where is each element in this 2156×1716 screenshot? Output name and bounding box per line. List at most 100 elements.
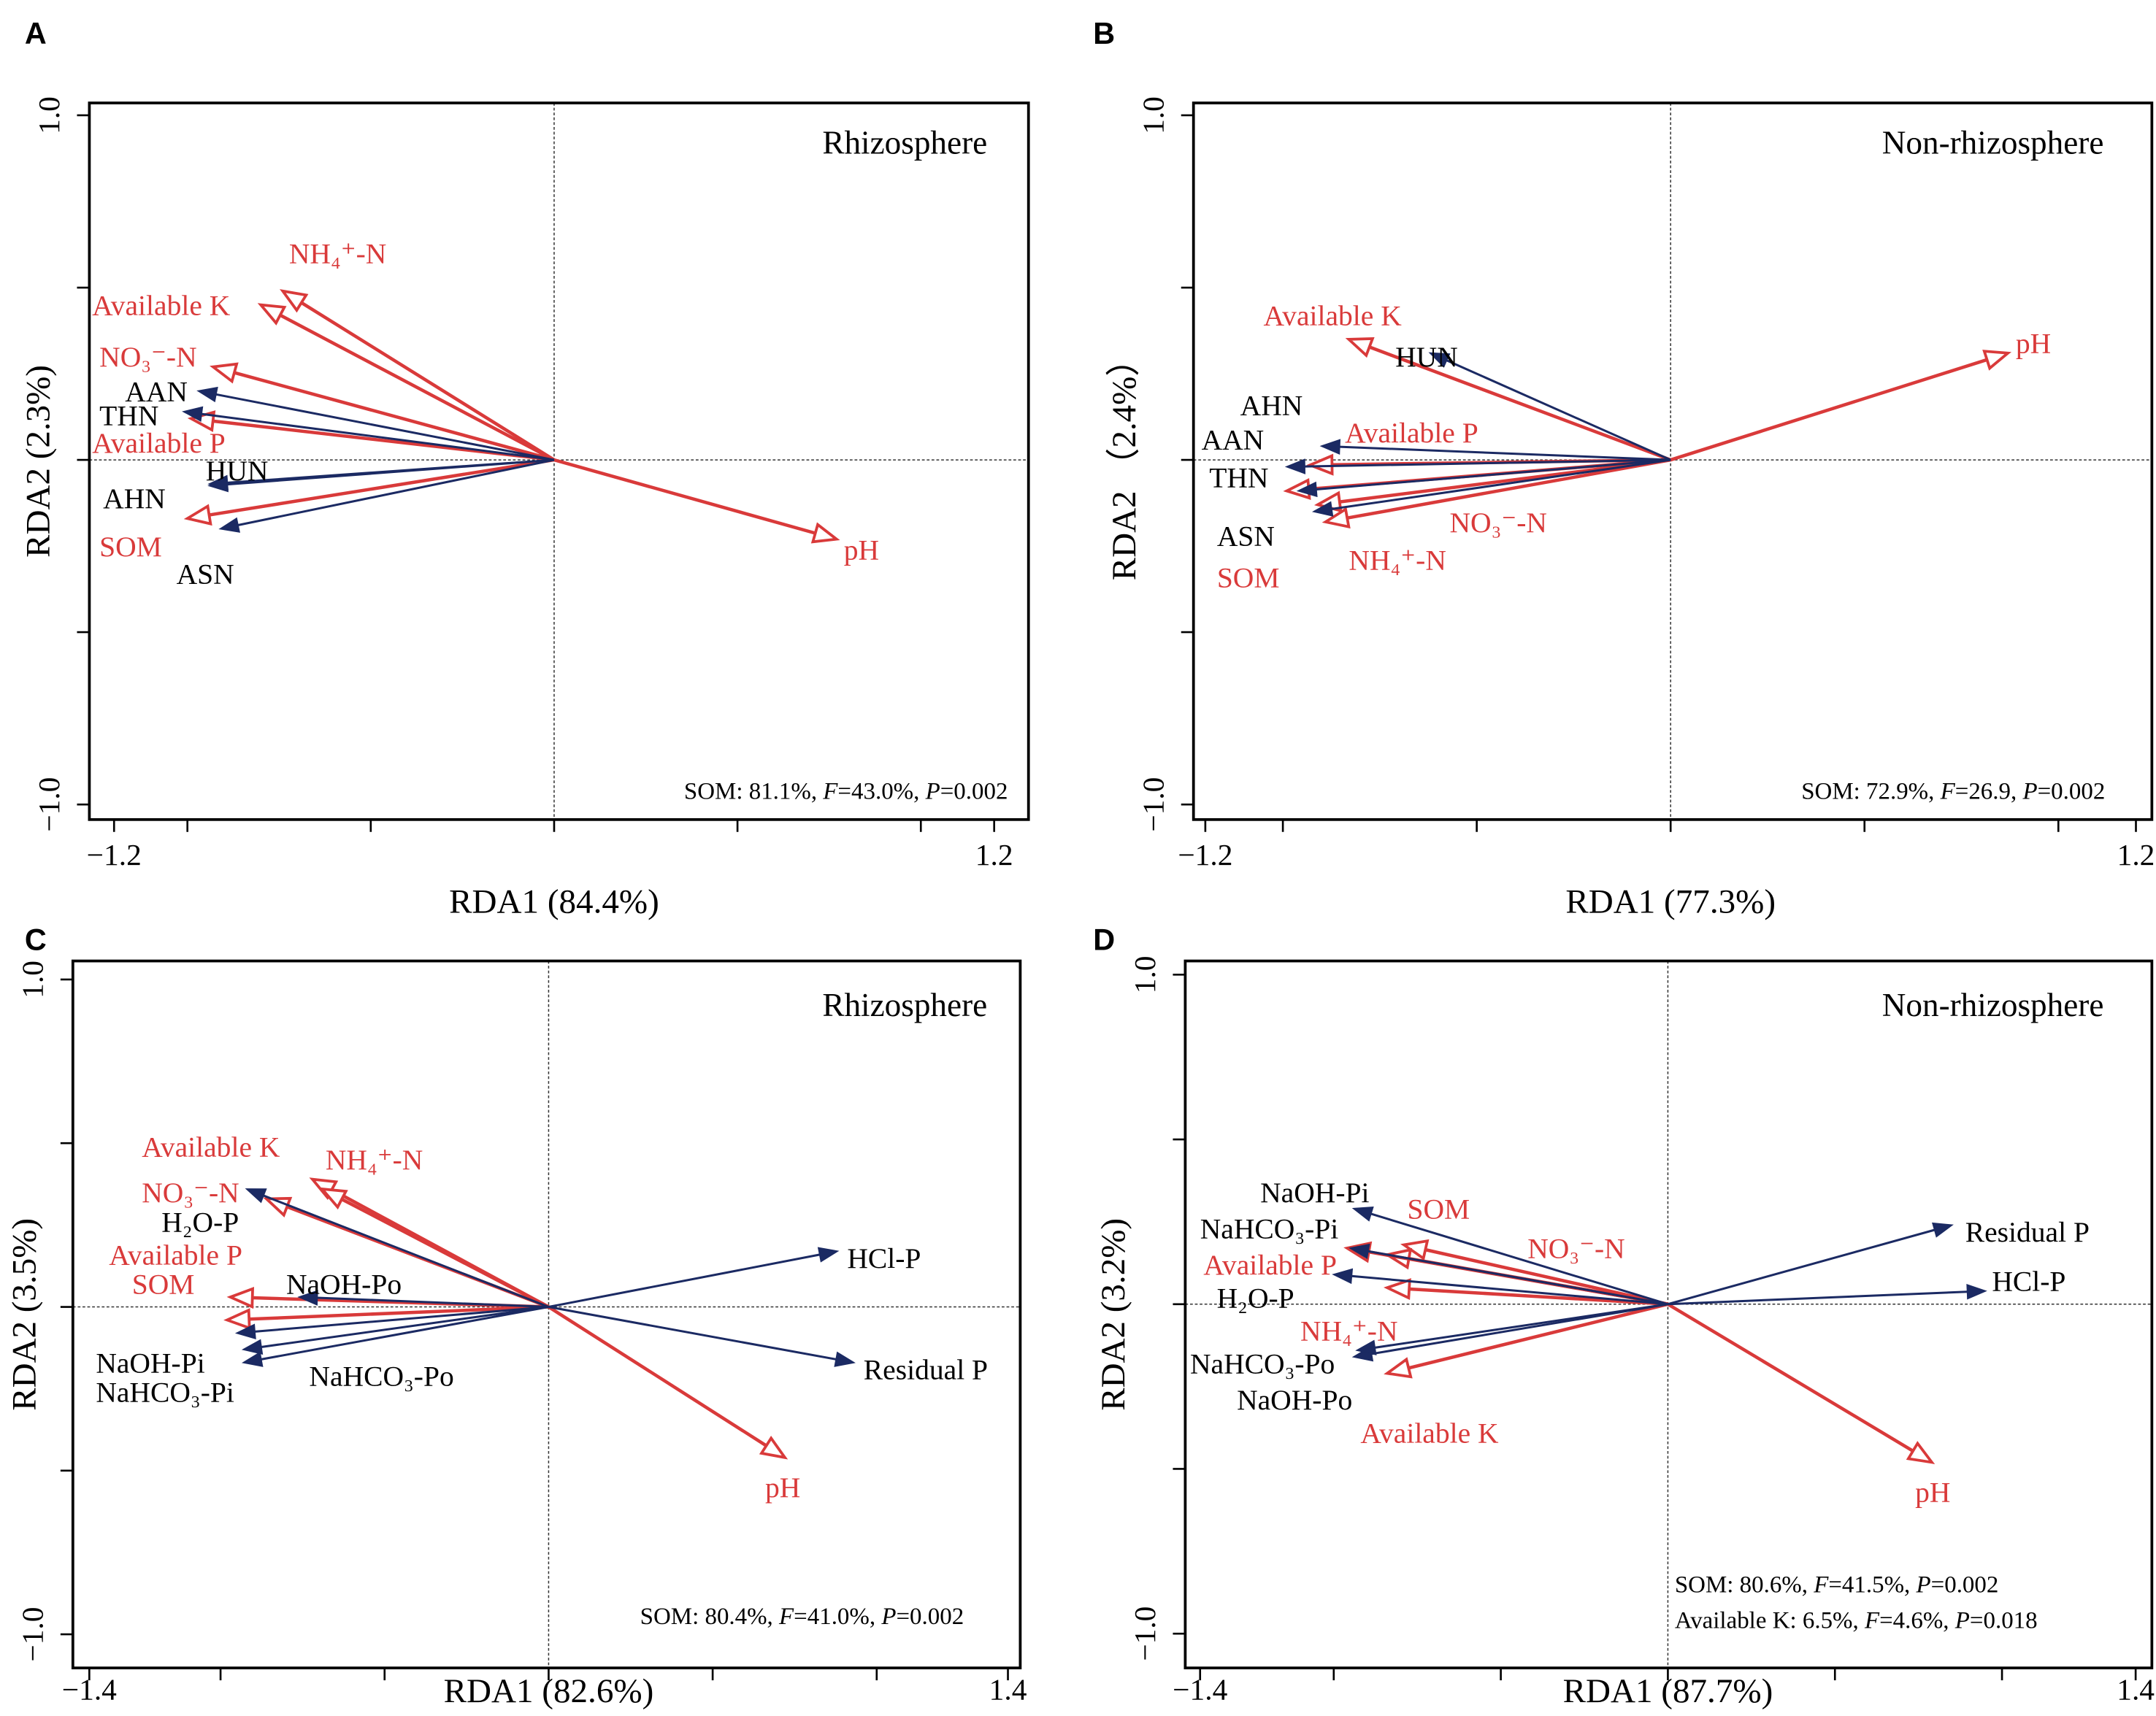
panel-c: C −1.4 1.4 −1.0 1.0 RDA1 (82.6%) RDA2 (3.5%) Rh… bbox=[5, 923, 1027, 1711]
y-tick-label: 1.0 bbox=[32, 96, 66, 134]
vector-line bbox=[1668, 1228, 1936, 1306]
env-vector-ph: pH bbox=[1670, 327, 2051, 462]
env-vector-ph: pH bbox=[553, 458, 879, 566]
panel-title: Rhizosphere bbox=[822, 125, 987, 161]
vector-label: HCl-P bbox=[1992, 1266, 2065, 1298]
panel-letter: D bbox=[1093, 923, 1115, 957]
env-vector-available-p: Available P bbox=[92, 410, 555, 462]
response-vector-asn: ASN bbox=[177, 458, 555, 590]
y-tick-label: 1.0 bbox=[1128, 956, 1162, 994]
env-vector-ph: pH bbox=[548, 1305, 800, 1504]
vector-label: NaHCO₃-Po bbox=[309, 1360, 453, 1392]
vector-label: AAN bbox=[1202, 424, 1265, 456]
arrow-head-icon bbox=[1932, 1222, 1954, 1238]
response-vector-naoh-pi: NaOH-Pi bbox=[96, 1306, 549, 1379]
response-vector-nahco-pi: NaHCO₃-Pi bbox=[1200, 1213, 1668, 1306]
arrow-head-icon bbox=[810, 522, 840, 544]
env-vector-nh-n: NH₄⁺-N bbox=[280, 238, 556, 461]
x-tick-label: 1.4 bbox=[989, 1672, 1027, 1706]
arrow-head-icon bbox=[207, 476, 229, 493]
arrow-head-icon bbox=[834, 1351, 856, 1367]
plot-frame bbox=[88, 101, 1030, 821]
arrow-head-icon bbox=[196, 386, 218, 403]
env-vector-available-k: Available K bbox=[1360, 1302, 1668, 1449]
x-tick-label: −1.4 bbox=[62, 1672, 117, 1706]
panel-title: Non-rhizosphere bbox=[1882, 987, 2104, 1023]
vector-line bbox=[1346, 458, 1671, 520]
panel-title: Non-rhizosphere bbox=[1882, 125, 2104, 161]
vector-line bbox=[209, 458, 555, 517]
vector-label: THN bbox=[99, 399, 158, 431]
arrow-head-icon bbox=[226, 1287, 255, 1309]
vector-line bbox=[1304, 458, 1671, 468]
arrow-head-icon bbox=[187, 410, 216, 432]
vector-line bbox=[227, 458, 555, 486]
arrow-head-icon bbox=[257, 303, 287, 326]
response-vector-aan: AAN bbox=[1202, 424, 1671, 461]
vector-label: AHN bbox=[1240, 389, 1303, 421]
vector-label: SOM bbox=[1407, 1193, 1470, 1225]
arrow-head-icon bbox=[1332, 1268, 1354, 1285]
arrow-head-icon bbox=[1384, 1278, 1411, 1301]
env-vector-no-n: NO₃⁻-N bbox=[99, 341, 555, 462]
stats-annotation: SOM: 80.4%, F=41.0%, P=0.002 bbox=[640, 1604, 964, 1630]
vector-label: THN bbox=[1209, 461, 1268, 493]
vector-label: NH₄⁺-N bbox=[1300, 1315, 1397, 1347]
vector-line bbox=[1667, 1302, 1914, 1453]
panel-letter: C bbox=[25, 923, 47, 957]
x-axis-label: RDA1 (87.7%) bbox=[1563, 1672, 1773, 1710]
arrow-head-icon bbox=[1400, 1239, 1430, 1261]
env-vector-available-k: Available K bbox=[142, 1131, 550, 1309]
arrow-head-icon bbox=[1312, 501, 1334, 517]
vector-line bbox=[254, 1306, 549, 1333]
env-vector-available-k: Available K bbox=[92, 289, 556, 462]
response-vector-thn: THN bbox=[1209, 458, 1671, 493]
arrow-head-icon bbox=[1349, 1243, 1370, 1260]
vector-label: HCl-P bbox=[847, 1242, 921, 1274]
response-vector-ahn: AHN bbox=[1240, 389, 1671, 498]
vector-label: pH bbox=[1915, 1477, 1950, 1509]
vector-label: NO₃⁻-N bbox=[99, 341, 196, 373]
vector-label: NH₄⁺-N bbox=[289, 238, 386, 270]
arrow-head-icon bbox=[245, 1188, 267, 1204]
vector-line bbox=[1424, 1247, 1668, 1306]
vector-label: Available P bbox=[1345, 417, 1478, 449]
arrow-head-icon bbox=[1345, 337, 1375, 358]
y-axis-label: RDA2 (3.2%) bbox=[1094, 1218, 1132, 1411]
response-vector-nahco-po: NaHCO₃-Po bbox=[1190, 1303, 1668, 1380]
vector-label: Available P bbox=[92, 427, 226, 459]
panel-a: A −1.2 1.2 −1.0 1.0 RDA1 (84.4%) RDA2 (2.3%) Rh… bbox=[19, 17, 1030, 921]
env-vector-ph: pH bbox=[1667, 1302, 1950, 1509]
vector-line bbox=[548, 1253, 821, 1308]
vector-label: pH bbox=[844, 534, 879, 566]
arrow-head-icon bbox=[1296, 481, 1318, 498]
vector-label: NO₃⁻-N bbox=[1449, 507, 1546, 539]
vector-line bbox=[300, 301, 556, 461]
vector-line bbox=[201, 412, 555, 461]
vector-label: Available P bbox=[109, 1239, 242, 1271]
vector-label: Residual P bbox=[1965, 1216, 2090, 1248]
vector-label: SOM bbox=[99, 531, 162, 563]
arrow-head-icon bbox=[183, 504, 212, 526]
vector-line bbox=[215, 393, 555, 461]
arrow-head-icon bbox=[1428, 352, 1451, 368]
y-tick-label: 1.0 bbox=[1136, 96, 1170, 134]
response-vector-naoh-po: NaOH-Po bbox=[1237, 1303, 1668, 1416]
vector-line bbox=[1316, 458, 1671, 491]
vector-line bbox=[1331, 458, 1671, 510]
x-tick-label: −1.4 bbox=[1173, 1672, 1227, 1706]
vector-label: H₂O-P bbox=[161, 1206, 239, 1238]
response-vector-h-o-p: H₂O-P bbox=[161, 1188, 549, 1308]
y-tick-label: −1.0 bbox=[1128, 1607, 1162, 1661]
stats-annotation: SOM: 72.9%, F=26.9, P=0.002 bbox=[1801, 779, 2105, 805]
response-vector-nahco-pi: NaHCO₃-Pi bbox=[96, 1306, 549, 1409]
vector-label: NaOH-Pi bbox=[1260, 1177, 1369, 1209]
vector-label: Available K bbox=[1264, 300, 1403, 332]
y-tick-label: −1.0 bbox=[32, 777, 66, 832]
plot-frame bbox=[71, 959, 1022, 1670]
vector-line bbox=[548, 1306, 837, 1361]
arrow-head-icon bbox=[218, 517, 240, 533]
arrow-head-icon bbox=[1906, 1441, 1936, 1464]
vector-line bbox=[234, 371, 555, 462]
env-vector-som: SOM bbox=[99, 458, 555, 563]
